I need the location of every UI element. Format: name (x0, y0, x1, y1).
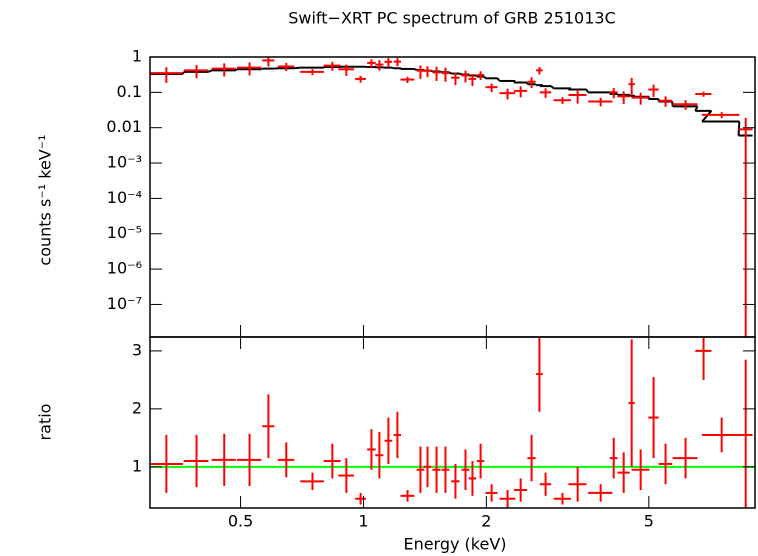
y-tick-label: 0.1 (117, 82, 142, 101)
x-tick-label: 5 (644, 512, 654, 531)
model-step (391, 66, 395, 70)
y-axis-label: ratio (36, 404, 55, 441)
y-tick-label: 0.01 (106, 117, 142, 136)
y-tick-label: 10⁻⁴ (107, 188, 142, 207)
x-axis-label: Energy (keV) (403, 535, 506, 554)
model-step (496, 77, 501, 82)
y-tick-label: 10⁻⁶ (107, 259, 142, 278)
y-tick-label: 1 (132, 456, 142, 475)
model-step (439, 70, 443, 74)
y-axis-label: counts s⁻¹ keV⁻¹ (36, 134, 55, 265)
y-tick-label: 2 (132, 398, 142, 417)
model-step (181, 71, 185, 75)
model-step (585, 89, 590, 93)
model-step (459, 72, 462, 76)
x-tick-label: 1 (358, 512, 368, 531)
model-step (260, 67, 263, 71)
y-tick-label: 3 (132, 340, 142, 359)
x-tick-label: 0.5 (228, 512, 253, 531)
model-step (448, 71, 452, 75)
model-step (235, 68, 238, 72)
model-step (483, 75, 487, 79)
x-tick-label: 2 (481, 512, 491, 531)
model-step (294, 66, 301, 70)
plot-area (150, 57, 753, 337)
chart-title: Swift−XRT PC spectrum of GRB 251013C (288, 9, 616, 28)
model-step (550, 85, 555, 90)
y-tick-label: 1 (132, 47, 142, 66)
y-tick-label: 10⁻⁷ (107, 294, 142, 313)
model-step (475, 74, 478, 78)
plot-area (150, 337, 755, 508)
y-tick-label: 10⁻³ (107, 153, 142, 172)
model-step (701, 110, 713, 123)
model-step (430, 69, 433, 73)
y-tick-label: 10⁻⁵ (107, 223, 142, 242)
model-step (413, 68, 417, 71)
model-step (207, 69, 213, 73)
plot-frame (149, 336, 756, 509)
plot-frame (149, 56, 756, 338)
